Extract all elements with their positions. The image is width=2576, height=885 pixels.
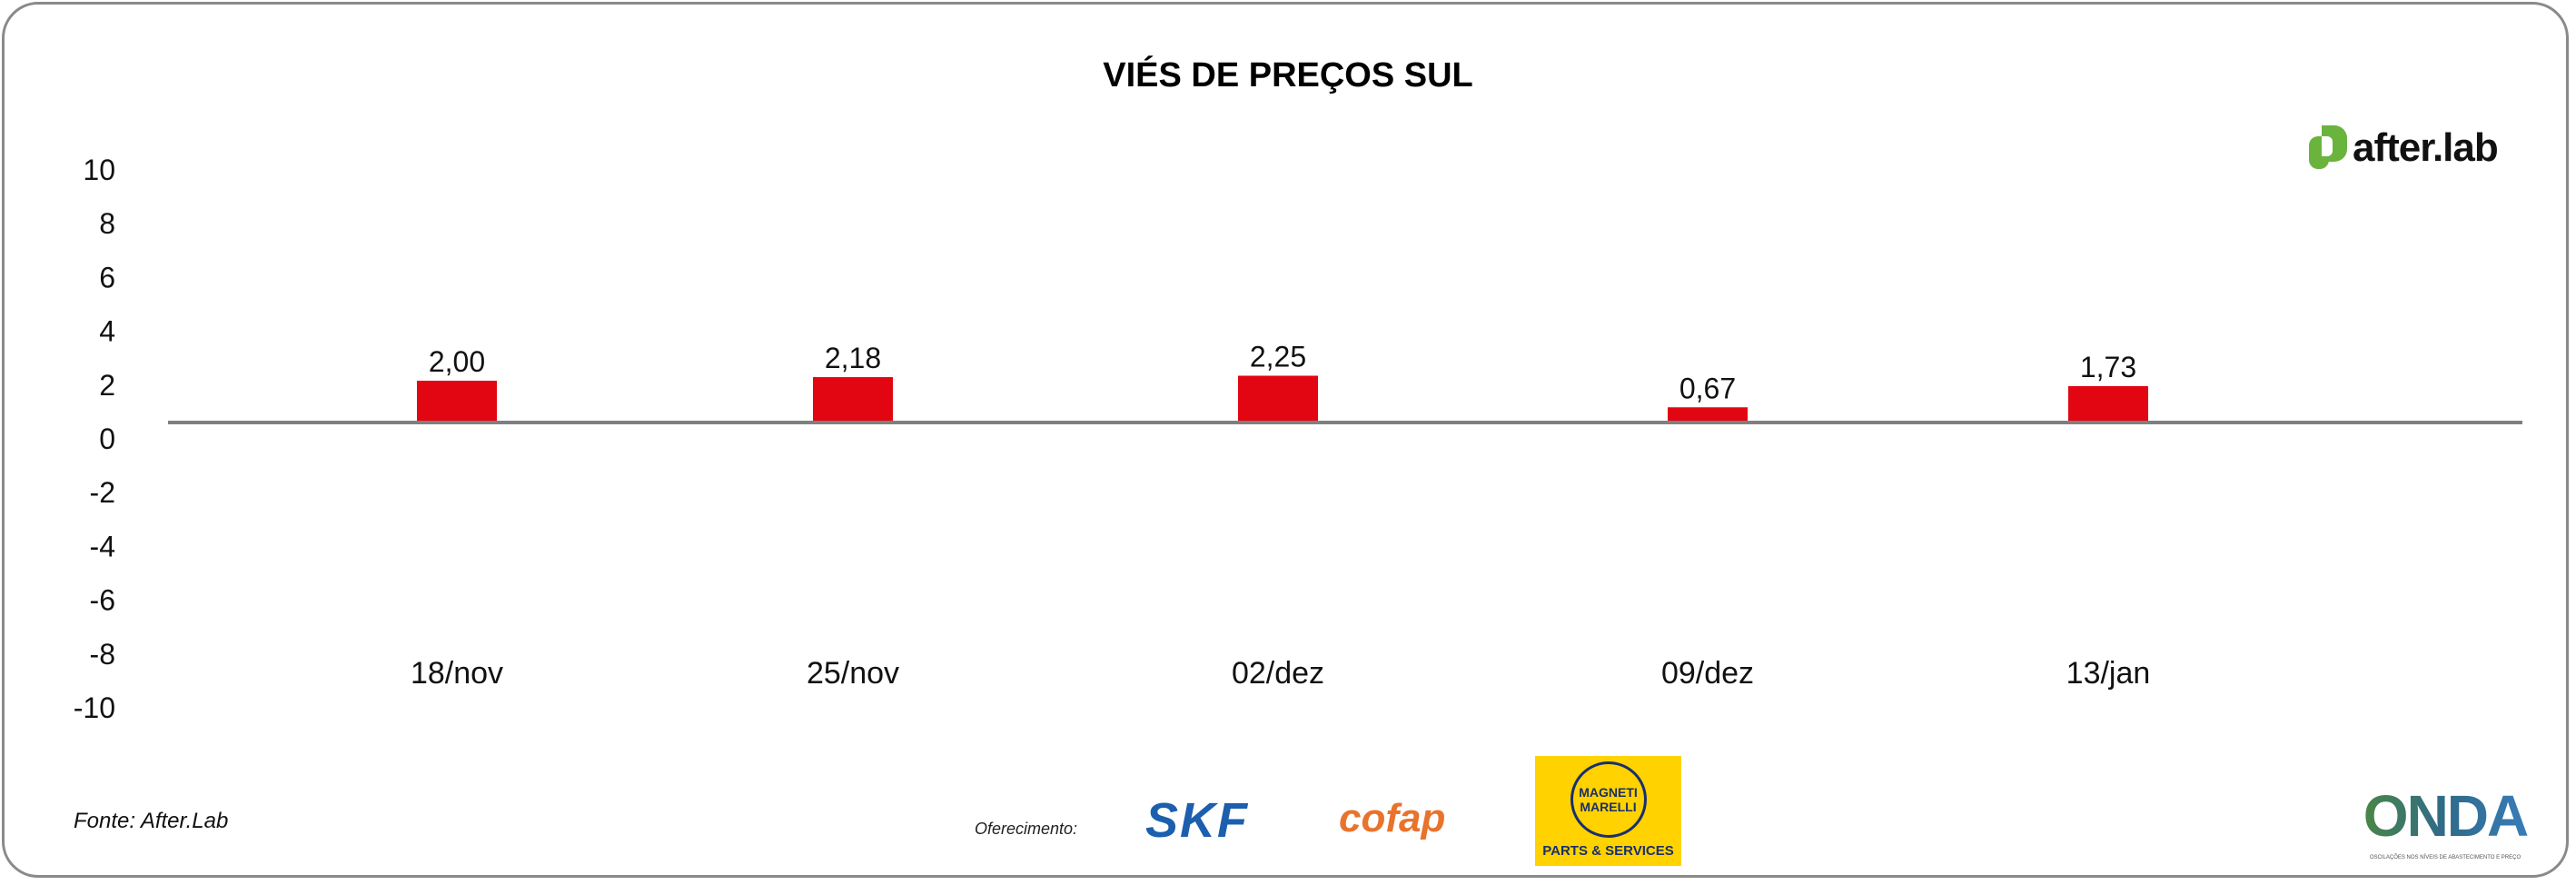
data-label: 0,67 (1679, 372, 1736, 404)
sponsored-by-label: Oferecimento: (975, 820, 1078, 838)
x-tick-label: 25/nov (807, 656, 899, 691)
magneti-marelli-text: MAGNETI MARELLI (1570, 761, 1647, 838)
source-note: Fonte: After.Lab (74, 809, 229, 833)
onda-logo: ONDA OSCILAÇÕES NOS NÍVEIS DE ABASTECIME… (2350, 781, 2541, 861)
data-label: 1,73 (2080, 351, 2136, 383)
bar (417, 381, 497, 421)
y-tick-label: 0 (99, 423, 115, 455)
x-tick-label: 02/dez (1232, 656, 1324, 691)
y-tick-label: 10 (83, 154, 115, 186)
y-tick-label: 6 (99, 261, 115, 293)
bar (2068, 385, 2148, 421)
y-tick-label: 4 (99, 315, 115, 348)
bar (813, 377, 893, 421)
afterlab-mark-icon (2309, 125, 2347, 171)
y-tick-label: -10 (74, 691, 115, 724)
magneti-marelli-logo: MAGNETI MARELLI PARTS & SERVICES (1535, 756, 1681, 866)
y-tick-label: -6 (90, 584, 115, 617)
data-label: 2,00 (429, 345, 485, 378)
y-tick-label: 8 (99, 207, 115, 240)
x-tick-label: 13/jan (2066, 656, 2151, 691)
x-tick-label: 09/dez (1661, 656, 1754, 691)
afterlab-text: after.lab (2353, 125, 2499, 170)
data-label: 2,18 (825, 342, 881, 374)
y-tick-label: 2 (99, 369, 115, 402)
data-label: 2,25 (1250, 341, 1306, 373)
bar (1668, 407, 1748, 421)
chart-title: VIÉS DE PREÇOS SUL (1103, 56, 1473, 94)
afterlab-logo: after.lab (2309, 125, 2499, 171)
x-tick-label: 18/nov (411, 656, 503, 691)
onda-wordmark: ONDA (2350, 781, 2541, 850)
y-tick-label: -2 (90, 476, 115, 509)
parts-services-text: PARTS & SERVICES (1542, 843, 1674, 859)
y-tick-label: -4 (90, 530, 115, 562)
y-tick-label: -8 (90, 638, 115, 671)
onda-subtitle: OSCILAÇÕES NOS NÍVEIS DE ABASTECIMENTO E… (2369, 855, 2522, 860)
skf-logo: SKF (1145, 793, 1249, 848)
cofap-logo: cofap (1339, 796, 1446, 840)
bar (1238, 375, 1318, 421)
